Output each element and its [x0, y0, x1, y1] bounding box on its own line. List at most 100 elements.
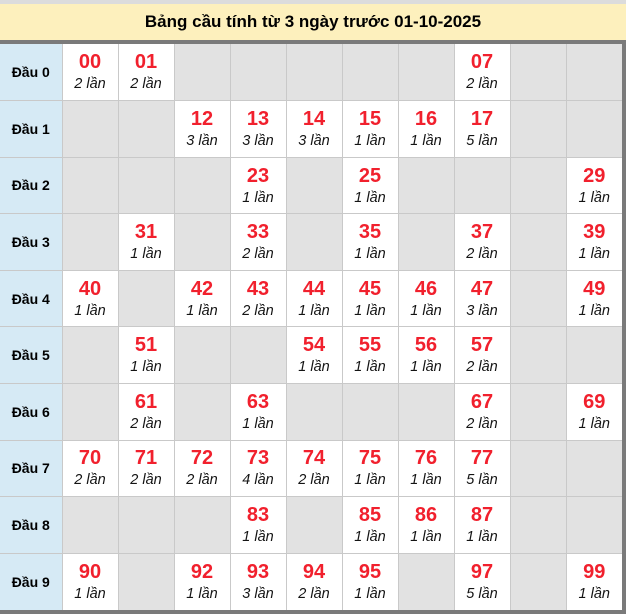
occurrence-count: 2 lần [242, 246, 274, 263]
number-cell-07: 07 2 lần [454, 44, 511, 102]
lottery-number: 95 [358, 560, 382, 583]
occurrence-count: 1 lần [578, 585, 610, 602]
empty-cell-r2c8 [510, 157, 567, 215]
occurrence-count: 1 lần [410, 472, 442, 489]
number-cell-90: 90 1 lần [62, 553, 119, 610]
number-cell-99: 99 1 lần [566, 553, 622, 610]
lottery-number: 93 [246, 560, 270, 583]
occurrence-count: 1 lần [354, 132, 386, 149]
number-cell-39: 39 1 lần [566, 213, 622, 271]
number-cell-93: 93 3 lần [230, 553, 287, 610]
lottery-number: 47 [470, 277, 494, 300]
occurrence-count: 1 lần [410, 359, 442, 376]
occurrence-count: 2 lần [186, 472, 218, 489]
empty-cell-r6c2 [174, 383, 231, 441]
number-cell-37: 37 2 lần [454, 213, 511, 271]
number-cell-25: 25 1 lần [342, 157, 399, 215]
lottery-number: 87 [470, 504, 494, 527]
lottery-number: 97 [470, 560, 494, 583]
empty-cell-r7c9 [566, 440, 622, 498]
number-cell-29: 29 1 lần [566, 157, 622, 215]
occurrence-count: 1 lần [74, 302, 106, 319]
empty-cell-r3c4 [286, 213, 343, 271]
row-label-dau-4: Đầu 4 [0, 270, 63, 328]
occurrence-count: 2 lần [242, 302, 274, 319]
lottery-number: 72 [190, 447, 214, 470]
occurrence-count: 1 lần [354, 246, 386, 263]
empty-cell-r8c0 [62, 496, 119, 554]
lottery-number: 40 [78, 277, 102, 300]
empty-cell-r3c2 [174, 213, 231, 271]
empty-cell-r5c8 [510, 326, 567, 385]
occurrence-count: 4 lần [242, 472, 274, 489]
table-row-5: Đầu 5 51 1 lần 54 1 lần 55 1 lần 56 1 lần 57 2 lần [0, 326, 622, 385]
table-row-3: Đầu 3 31 1 lần 33 2 lần 35 1 lần 37 2 lần 39 1 lần [0, 213, 622, 271]
bridge-table: Đầu 0 00 2 lần 01 2 lần 07 2 lần Đầu 1 12 3 lần 13… [0, 44, 622, 610]
occurrence-count: 1 lần [74, 585, 106, 602]
occurrence-count: 1 lần [354, 529, 386, 546]
number-cell-43: 43 2 lần [230, 270, 287, 328]
occurrence-count: 2 lần [298, 472, 330, 489]
lottery-number: 45 [358, 277, 382, 300]
empty-cell-r6c5 [342, 383, 399, 441]
lottery-number: 37 [470, 221, 494, 244]
number-cell-71: 71 2 lần [118, 440, 175, 498]
lottery-number: 70 [78, 447, 102, 470]
empty-cell-r8c9 [566, 496, 622, 554]
table-row-7: Đầu 7 70 2 lần 71 2 lần 72 2 lần 73 4 lần 74 2 lần… [0, 440, 622, 498]
number-cell-40: 40 1 lần [62, 270, 119, 328]
row-label-dau-2: Đầu 2 [0, 157, 63, 215]
number-cell-31: 31 1 lần [118, 213, 175, 271]
occurrence-count: 1 lần [410, 302, 442, 319]
number-cell-61: 61 2 lần [118, 383, 175, 441]
empty-cell-r2c7 [454, 157, 511, 215]
number-cell-95: 95 1 lần [342, 553, 399, 610]
number-cell-70: 70 2 lần [62, 440, 119, 498]
number-cell-14: 14 3 lần [286, 100, 343, 158]
lottery-number: 39 [583, 221, 606, 244]
row-label-dau-0: Đầu 0 [0, 44, 63, 102]
empty-cell-r1c1 [118, 100, 175, 158]
empty-cell-r6c4 [286, 383, 343, 441]
empty-cell-r8c4 [286, 496, 343, 554]
number-cell-72: 72 2 lần [174, 440, 231, 498]
lottery-number: 43 [246, 277, 270, 300]
occurrence-count: 2 lần [466, 76, 498, 93]
number-cell-85: 85 1 lần [342, 496, 399, 554]
occurrence-count: 1 lần [410, 529, 442, 546]
row-label-dau-1: Đầu 1 [0, 100, 63, 158]
table-row-2: Đầu 2 23 1 lần 25 1 lần 29 1 lần [0, 157, 622, 215]
number-cell-92: 92 1 lần [174, 553, 231, 610]
occurrence-count: 1 lần [298, 302, 330, 319]
lottery-number: 90 [78, 560, 102, 583]
lottery-number: 14 [302, 107, 326, 130]
empty-cell-r3c0 [62, 213, 119, 271]
empty-cell-r5c0 [62, 326, 119, 385]
occurrence-count: 2 lần [130, 415, 162, 432]
number-cell-16: 16 1 lần [398, 100, 455, 158]
row-label-dau-7: Đầu 7 [0, 440, 63, 498]
empty-cell-r6c8 [510, 383, 567, 441]
occurrence-count: 2 lần [298, 585, 330, 602]
occurrence-count: 1 lần [354, 585, 386, 602]
number-cell-56: 56 1 lần [398, 326, 455, 385]
bridge-table-wrapper: Đầu 0 00 2 lần 01 2 lần 07 2 lần Đầu 1 12 3 lần 13… [0, 40, 626, 614]
lottery-number: 23 [246, 164, 270, 187]
lottery-number: 57 [470, 334, 494, 357]
lottery-number: 63 [246, 390, 270, 413]
occurrence-count: 1 lần [186, 302, 218, 319]
lottery-number: 31 [134, 221, 158, 244]
row-label-dau-9: Đầu 9 [0, 553, 63, 610]
lottery-number: 13 [246, 107, 270, 130]
number-cell-00: 00 2 lần [62, 44, 119, 102]
number-cell-74: 74 2 lần [286, 440, 343, 498]
empty-cell-r1c9 [566, 100, 622, 158]
empty-cell-r5c9 [566, 326, 622, 385]
empty-cell-r1c0 [62, 100, 119, 158]
empty-cell-r2c1 [118, 157, 175, 215]
occurrence-count: 1 lần [130, 246, 162, 263]
number-cell-54: 54 1 lần [286, 326, 343, 385]
lottery-number: 15 [358, 107, 382, 130]
number-cell-69: 69 1 lần [566, 383, 622, 441]
lottery-number: 12 [190, 107, 214, 130]
